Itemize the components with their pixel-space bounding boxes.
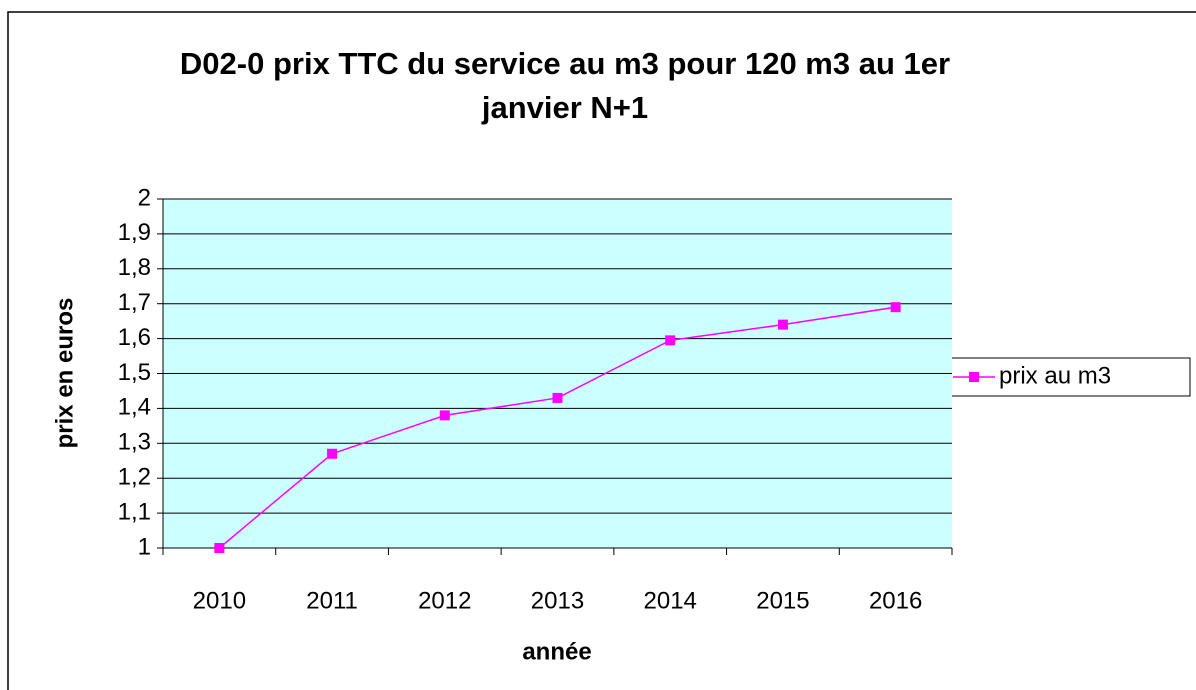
x-tick-label: 2013 [531, 587, 584, 614]
point [890, 302, 901, 313]
legend-label: prix au m3 [999, 362, 1111, 389]
point [777, 319, 788, 330]
point [439, 410, 450, 421]
legend-marker [969, 372, 979, 382]
x-tick-label: 2011 [306, 587, 358, 614]
x-tick-label: 2016 [869, 587, 922, 614]
x-axis-label: année [522, 638, 591, 665]
x-tick-label: 2015 [756, 587, 809, 614]
point [327, 448, 338, 459]
y-tick-label: 1,9 [118, 219, 151, 246]
x-tick-label: 2012 [418, 587, 471, 614]
y-tick-label: 1,8 [118, 254, 151, 281]
y-tick-label: 1,5 [118, 359, 151, 386]
chart-title: D02-0 prix TTC du service au m3 pour 120… [179, 46, 951, 125]
y-tick-label: 1,6 [118, 324, 151, 351]
y-tick-label: 1,7 [118, 289, 151, 316]
y-tick-label: 1,4 [118, 394, 151, 421]
y-tick-label: 1,2 [118, 464, 151, 491]
y-tick-label: 1 [138, 533, 151, 560]
point [552, 392, 563, 403]
x-tick-label: 2014 [644, 587, 697, 614]
y-tick-label: 2 [138, 184, 151, 211]
x-tick-label: 2010 [193, 587, 246, 614]
point [665, 335, 676, 346]
point [214, 543, 225, 553]
y-tick-label: 1,1 [118, 498, 151, 525]
y-tick-label: 1,3 [118, 429, 151, 456]
y-axis-label: prix en euros [51, 298, 78, 449]
